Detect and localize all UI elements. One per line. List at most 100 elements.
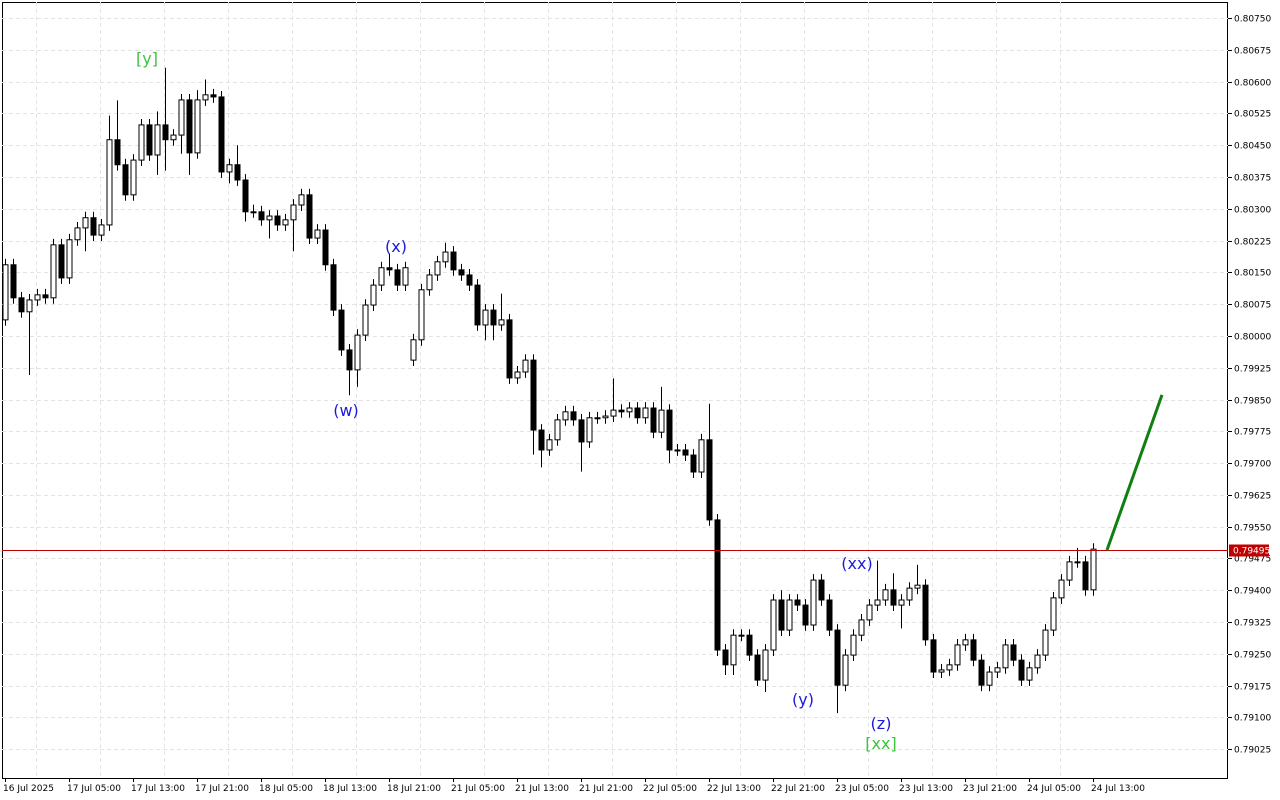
candle-body — [1090, 548, 1097, 591]
y-tick-label: 0.79925 — [1234, 365, 1271, 375]
candle-body — [362, 304, 369, 336]
candle-body — [706, 439, 713, 521]
candle-body — [274, 215, 281, 226]
candle-body — [498, 319, 505, 326]
y-tick-label: 0.79700 — [1234, 460, 1271, 470]
candle-body — [410, 339, 417, 361]
candle-body — [642, 407, 649, 419]
candle-body — [154, 124, 161, 156]
y-tick-label: 0.80075 — [1234, 301, 1271, 311]
candle-body — [938, 669, 945, 673]
candle-body — [730, 634, 737, 666]
candle-body — [514, 371, 521, 379]
candle-body — [106, 139, 113, 226]
candle-body — [178, 99, 185, 136]
projection-line — [1105, 394, 1164, 551]
candle-body — [34, 294, 41, 301]
candle-body — [690, 454, 697, 473]
candle-body — [522, 359, 529, 373]
candle-body — [162, 124, 169, 141]
candle-body — [346, 349, 353, 371]
candle-body — [170, 134, 177, 141]
x-tick-label: 21 Jul 05:00 — [451, 784, 505, 794]
x-tick-label: 22 Jul 05:00 — [643, 784, 697, 794]
candle-body — [626, 407, 633, 413]
candle-body — [802, 604, 809, 626]
candle-body — [466, 274, 473, 286]
candle-body — [258, 211, 265, 221]
candle-body — [634, 407, 641, 419]
x-tick-label: 24 Jul 05:00 — [1027, 784, 1081, 794]
candle-body — [98, 224, 105, 236]
candle-body — [354, 334, 361, 371]
x-tick-label: 22 Jul 21:00 — [771, 784, 825, 794]
candle-body — [658, 409, 665, 433]
candle-body — [898, 599, 905, 606]
y-tick-label: 0.79175 — [1234, 683, 1271, 693]
candle-body — [1010, 644, 1017, 661]
candle-body — [874, 599, 881, 606]
candle-body — [618, 409, 625, 413]
candle-body — [26, 299, 33, 313]
candle-body — [906, 587, 913, 601]
candle-body — [226, 164, 233, 173]
candle-body — [1018, 659, 1025, 681]
wave-label: (w) — [333, 401, 359, 420]
candle-body — [2, 264, 9, 321]
candle-body — [610, 409, 617, 417]
candle-body — [530, 359, 537, 431]
candle-body — [10, 264, 17, 299]
candle-body — [314, 229, 321, 239]
candle-body — [450, 251, 457, 271]
candle-body — [922, 584, 929, 641]
y-tick-label: 0.79850 — [1234, 397, 1271, 407]
y-tick-label: 0.79400 — [1234, 587, 1271, 597]
candle-body — [386, 267, 393, 271]
candle-body — [66, 239, 73, 279]
candle-body — [810, 579, 817, 626]
candle-body — [674, 449, 681, 452]
y-tick-label: 0.79475 — [1234, 555, 1271, 565]
candle-body — [818, 579, 825, 601]
y-tick-label: 0.80000 — [1234, 333, 1271, 343]
candle-body — [250, 211, 257, 214]
candle-body — [426, 274, 433, 291]
candle-body — [714, 519, 721, 651]
y-tick-label: 0.79775 — [1234, 428, 1271, 438]
candle-body — [210, 94, 217, 98]
candle-body — [978, 659, 985, 686]
candle-body — [578, 419, 585, 443]
candle-body — [234, 164, 241, 181]
candle-body — [1002, 644, 1009, 669]
candle-body — [378, 267, 385, 286]
candle-body — [82, 217, 89, 229]
candle-body — [602, 415, 609, 419]
candle-body — [58, 244, 65, 279]
y-tick-label: 0.79250 — [1234, 651, 1271, 661]
candle-body — [186, 99, 193, 154]
y-tick-label: 0.79550 — [1234, 524, 1271, 534]
x-tick-label: 21 Jul 21:00 — [579, 784, 633, 794]
wave-label: (x) — [385, 237, 407, 256]
x-tick-label: 22 Jul 13:00 — [707, 784, 761, 794]
candle-body — [986, 671, 993, 686]
candle-body — [122, 164, 129, 196]
candle-body — [42, 294, 49, 299]
x-tick-label: 18 Jul 21:00 — [387, 784, 441, 794]
candle-body — [490, 309, 497, 326]
candle-body — [50, 244, 57, 299]
candle-body — [594, 417, 601, 420]
y-tick-label: 0.80375 — [1234, 174, 1271, 184]
candle-body — [202, 94, 209, 101]
price-label: 0.79495 — [1233, 547, 1270, 557]
candle-body — [1034, 654, 1041, 669]
candle-body — [18, 297, 25, 313]
candle-body — [826, 599, 833, 631]
candle-body — [954, 644, 961, 666]
candle-body — [290, 204, 297, 221]
candle-body — [194, 99, 201, 154]
candle-body — [650, 407, 657, 433]
x-tick-label: 18 Jul 13:00 — [323, 784, 377, 794]
candle-body — [930, 639, 937, 673]
